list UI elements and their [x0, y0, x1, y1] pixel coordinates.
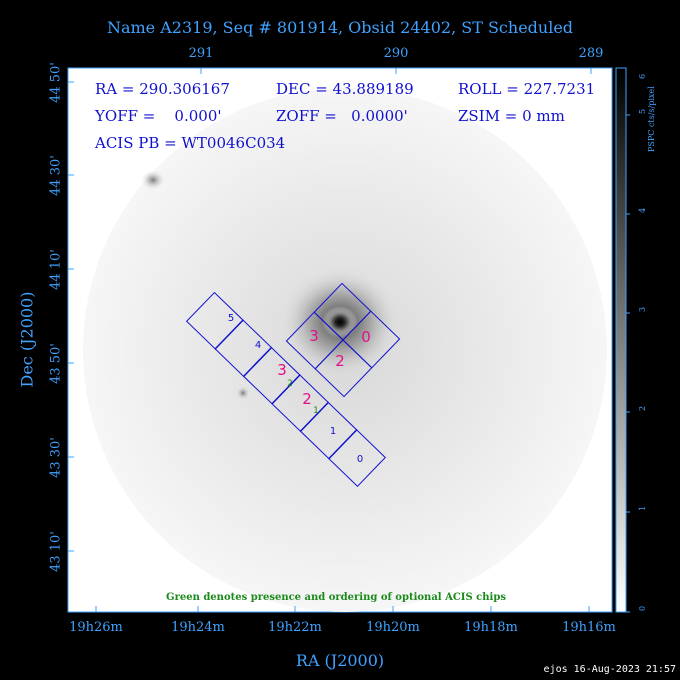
roll-readout: ROLL = 227.7231: [458, 80, 596, 98]
colorbar-tick-label: 4: [638, 207, 648, 214]
acis-s-optional-order-1: 1: [313, 406, 319, 416]
yoff-readout: YOFF = 0.000': [95, 107, 222, 125]
colorbar-tick-label: 5: [638, 108, 648, 115]
bottom-tick-label: 19h26m: [69, 620, 123, 635]
left-tick-label: 43 30': [48, 437, 64, 478]
colorbar-ticks: [626, 114, 630, 613]
acis-s-label-1: 1: [330, 426, 336, 437]
acis-s-chip-5[interactable]: [185, 291, 244, 350]
acis-s-optional-order-2: 2: [287, 379, 293, 389]
zoff-readout: ZOFF = 0.0000': [276, 107, 408, 125]
acis-i-label-0: 0: [361, 328, 371, 346]
top-tick-label: 291: [188, 46, 214, 61]
chart-title: Name A2319, Seq # 801914, Obsid 24402, S…: [106, 18, 574, 37]
acis-s-array: [185, 291, 386, 487]
acis-i-chip-br[interactable]: [342, 310, 401, 369]
acis-s-chip-0[interactable]: [328, 429, 386, 487]
top-tick-label: 290: [383, 46, 409, 61]
cluster-core: [322, 306, 358, 338]
left-tick-label: 44 30': [48, 155, 64, 196]
acis-s-label-0: 0: [357, 454, 363, 465]
acis-s-chip-1[interactable]: [299, 401, 358, 460]
acis-i-label-3: 3: [309, 327, 319, 345]
bottom-tick-label: 19h16m: [562, 620, 616, 635]
bottom-tick-label: 19h22m: [268, 620, 322, 635]
optional-chips-note: Green denotes presence and ordering of o…: [166, 592, 506, 603]
bottom-tick-label: 19h18m: [464, 620, 518, 635]
colorbar-tick-label: 2: [638, 405, 648, 412]
bottom-tick-label: 19h24m: [171, 620, 225, 635]
acis-s-label-4: 4: [255, 340, 261, 351]
colorbar-tick-label: 1: [638, 505, 648, 512]
colorbar-label: PSPC cts/s/pixel: [647, 86, 656, 152]
colorbar-tick-label: 6: [638, 73, 648, 80]
x-axis-label: RA (J2000): [295, 651, 385, 670]
acis-i-array: [285, 282, 401, 398]
zsim-readout: ZSIM = 0 mm: [458, 107, 565, 125]
frame-ticks: [68, 68, 592, 612]
ra-readout: RA = 290.306167: [95, 80, 230, 98]
acis-s-label-5: 5: [228, 313, 234, 324]
acis-s-label-3: 3: [277, 361, 287, 379]
point-source: [141, 170, 165, 190]
point-source: [236, 386, 250, 400]
acis-pb-readout: ACIS PB = WT0046C034: [95, 134, 286, 152]
bottom-tick-label: 19h20m: [366, 620, 420, 635]
footer-timestamp: ejos 16-Aug-2023 21:57: [543, 664, 676, 675]
colorbar-tick-label: 0: [638, 605, 648, 612]
left-tick-label: 43 50': [48, 343, 64, 384]
acis-s-label-2: 2: [302, 390, 312, 408]
colorbar-tick-label: 3: [638, 306, 648, 313]
left-tick-label: 43 10': [48, 531, 64, 572]
left-tick-label: 44 10': [48, 249, 64, 290]
acis-i-label-2: 2: [335, 352, 345, 370]
dec-readout: DEC = 43.889189: [276, 80, 414, 98]
colorbar: [615, 67, 627, 613]
y-axis-label: Dec (J2000): [17, 291, 37, 388]
left-tick-label: 44 50': [48, 62, 64, 103]
top-tick-label: 289: [578, 46, 604, 61]
